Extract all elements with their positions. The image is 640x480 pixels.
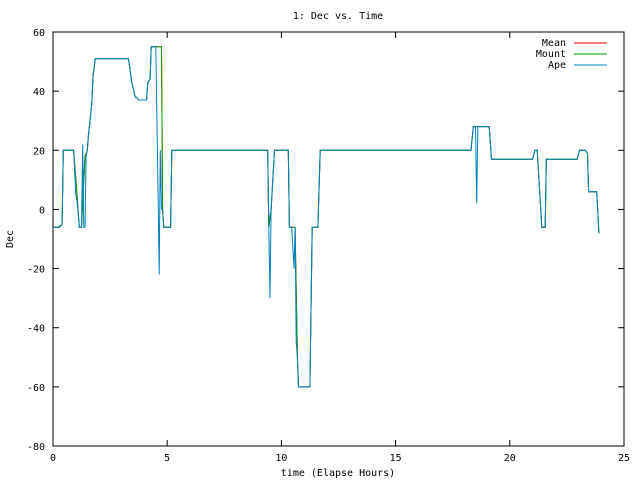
- legend-label-mount: Mount: [536, 49, 566, 60]
- x-axis-label: time (Elapse Hours): [281, 468, 395, 479]
- y-tick-label: 0: [39, 205, 45, 216]
- x-tick-label: 25: [618, 453, 630, 464]
- legend-label-mean: Mean: [542, 38, 566, 49]
- y-tick-label: 40: [33, 87, 45, 98]
- y-tick-label: -20: [27, 265, 45, 276]
- y-tick-label: -40: [27, 324, 45, 335]
- x-tick-label: 20: [504, 453, 516, 464]
- y-tick-label: 60: [33, 28, 45, 39]
- x-tick-label: 15: [390, 453, 402, 464]
- legend-label-ape: Ape: [548, 60, 566, 71]
- x-tick-label: 0: [50, 453, 56, 464]
- axis-ticks: 0 5 10 15 20 25 -80 -60 -40 -20 0 20 40 60: [27, 28, 630, 464]
- series-line-mean: [53, 46, 600, 388]
- plot-frame: [52, 31, 625, 447]
- series-line-mount: [53, 46, 600, 388]
- series-line-ape: [53, 46, 600, 388]
- y-tick-label: -60: [27, 383, 45, 394]
- y-tick-label: -80: [27, 442, 45, 453]
- x-tick-label: 5: [164, 453, 170, 464]
- x-tick-label: 10: [275, 453, 287, 464]
- series-lines: [53, 46, 600, 388]
- y-tick-label: 20: [33, 146, 45, 157]
- chart-title: 1: Dec vs. Time: [293, 11, 383, 22]
- y-axis-label: Dec: [5, 230, 16, 248]
